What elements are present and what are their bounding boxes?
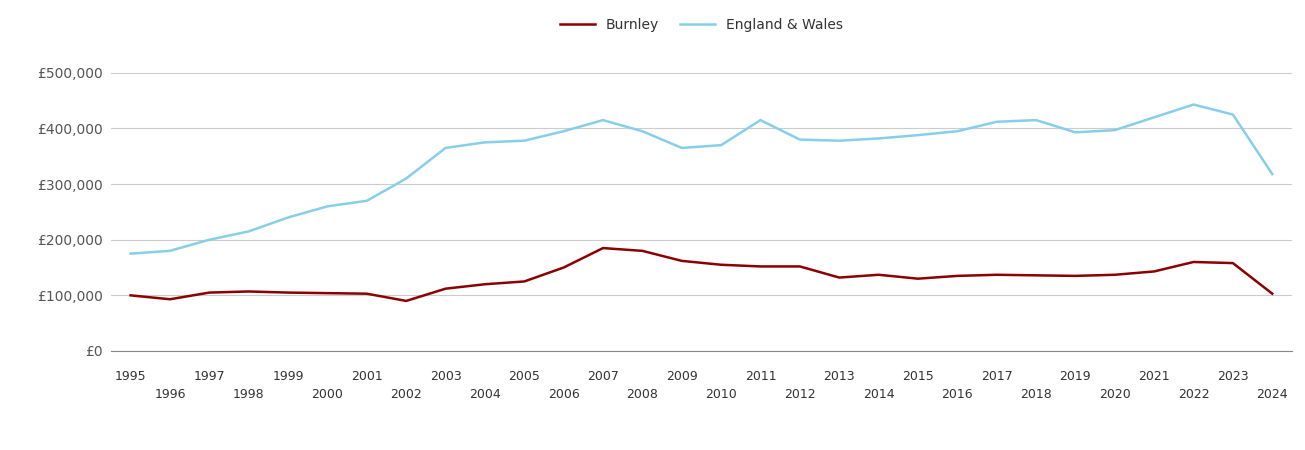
Burnley — [320, 290, 335, 296]
Burnley — [123, 292, 138, 298]
Text: 2015: 2015 — [902, 370, 934, 383]
Burnley — [398, 298, 414, 304]
England & Wales — [398, 176, 414, 181]
Text: 2005: 2005 — [509, 370, 540, 383]
Text: 2000: 2000 — [312, 388, 343, 401]
Text: 2022: 2022 — [1177, 388, 1210, 401]
England & Wales — [478, 140, 493, 145]
England & Wales — [320, 204, 335, 209]
Text: 2003: 2003 — [429, 370, 462, 383]
Burnley — [1067, 273, 1083, 279]
England & Wales — [989, 119, 1005, 125]
Text: 2001: 2001 — [351, 370, 382, 383]
England & Wales — [1067, 130, 1083, 135]
Burnley — [359, 291, 375, 297]
England & Wales — [1225, 112, 1241, 117]
Burnley — [831, 275, 847, 280]
Burnley — [595, 245, 611, 251]
England & Wales — [792, 137, 808, 142]
England & Wales — [831, 138, 847, 144]
Text: 2010: 2010 — [705, 388, 737, 401]
Line: England & Wales: England & Wales — [130, 104, 1272, 254]
England & Wales — [673, 145, 689, 151]
Burnley — [1028, 273, 1044, 278]
England & Wales — [517, 138, 532, 144]
Text: 2013: 2013 — [823, 370, 855, 383]
England & Wales — [281, 215, 296, 220]
Burnley — [556, 265, 572, 270]
England & Wales — [201, 237, 217, 243]
England & Wales — [556, 129, 572, 134]
England & Wales — [595, 117, 611, 123]
Burnley — [201, 290, 217, 295]
Text: 2021: 2021 — [1138, 370, 1171, 383]
Burnley — [1146, 269, 1161, 274]
Text: 2011: 2011 — [745, 370, 776, 383]
Text: 2018: 2018 — [1021, 388, 1052, 401]
Burnley — [241, 289, 257, 294]
Text: 2007: 2007 — [587, 370, 619, 383]
Burnley — [281, 290, 296, 295]
Burnley — [870, 272, 886, 278]
England & Wales — [162, 248, 177, 253]
England & Wales — [437, 145, 453, 151]
Line: Burnley: Burnley — [130, 248, 1272, 301]
Text: 2020: 2020 — [1099, 388, 1130, 401]
Text: 1995: 1995 — [115, 370, 146, 383]
Text: 2009: 2009 — [666, 370, 698, 383]
England & Wales — [714, 143, 729, 148]
England & Wales — [870, 136, 886, 141]
Burnley — [1225, 261, 1241, 266]
Burnley — [517, 279, 532, 284]
Burnley — [162, 297, 177, 302]
Text: 2002: 2002 — [390, 388, 422, 401]
England & Wales — [1028, 117, 1044, 123]
Burnley — [478, 282, 493, 287]
Text: 1996: 1996 — [154, 388, 185, 401]
Burnley — [1186, 259, 1202, 265]
England & Wales — [241, 229, 257, 234]
England & Wales — [634, 129, 650, 134]
Text: 2012: 2012 — [784, 388, 816, 401]
England & Wales — [1186, 102, 1202, 107]
Burnley — [1265, 291, 1280, 297]
Burnley — [437, 286, 453, 292]
England & Wales — [1265, 171, 1280, 177]
England & Wales — [950, 129, 966, 134]
England & Wales — [1107, 127, 1122, 133]
Text: 2004: 2004 — [468, 388, 501, 401]
England & Wales — [753, 117, 769, 123]
England & Wales — [123, 251, 138, 256]
Text: 2006: 2006 — [548, 388, 579, 401]
Burnley — [792, 264, 808, 269]
Text: 2014: 2014 — [863, 388, 894, 401]
Text: 1997: 1997 — [193, 370, 226, 383]
England & Wales — [359, 198, 375, 203]
Burnley — [989, 272, 1005, 278]
Text: 1999: 1999 — [273, 370, 304, 383]
Text: 1998: 1998 — [232, 388, 265, 401]
Text: 2017: 2017 — [981, 370, 1013, 383]
Text: 2023: 2023 — [1218, 370, 1249, 383]
England & Wales — [1146, 115, 1161, 120]
Text: 2016: 2016 — [941, 388, 974, 401]
Legend: Burnley, England & Wales: Burnley, England & Wales — [555, 12, 848, 37]
Text: 2008: 2008 — [626, 388, 658, 401]
Burnley — [910, 276, 925, 281]
England & Wales — [910, 132, 925, 138]
Burnley — [950, 273, 966, 279]
Burnley — [1107, 272, 1122, 278]
Burnley — [634, 248, 650, 253]
Text: 2024: 2024 — [1257, 388, 1288, 401]
Burnley — [714, 262, 729, 267]
Text: 2019: 2019 — [1060, 370, 1091, 383]
Burnley — [673, 258, 689, 264]
Burnley — [753, 264, 769, 269]
